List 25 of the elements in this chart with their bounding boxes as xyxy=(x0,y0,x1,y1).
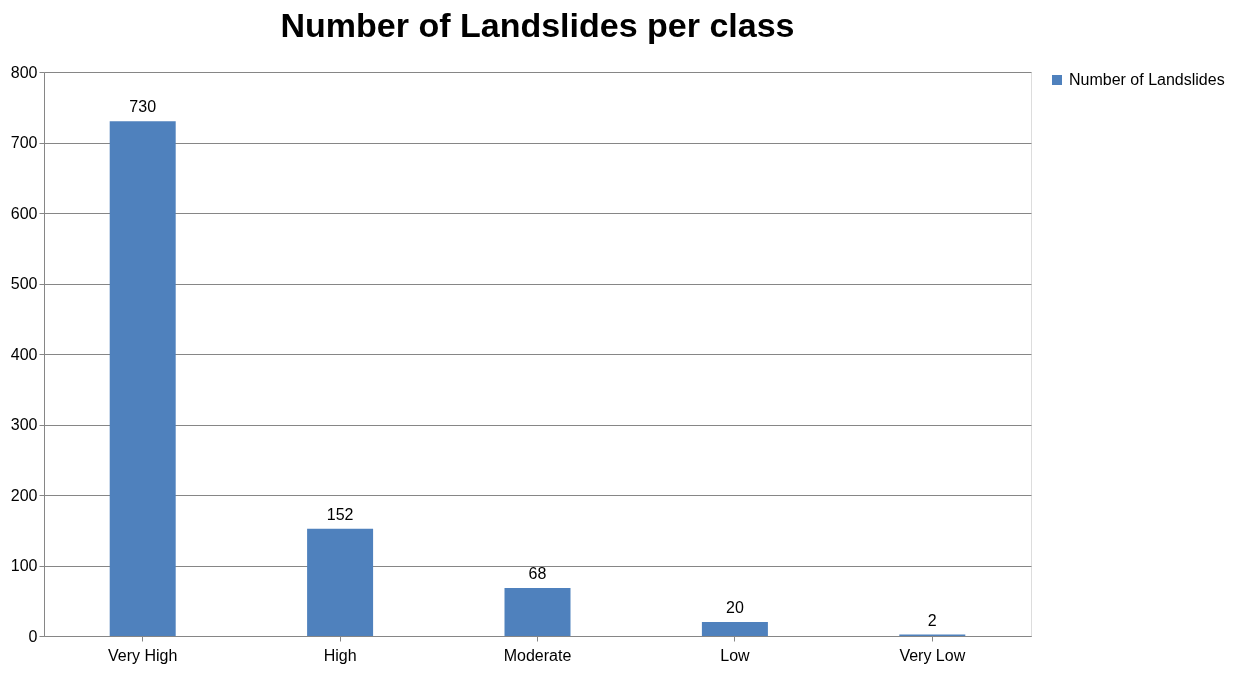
data-label: 2 xyxy=(927,611,937,629)
data-label: 152 xyxy=(326,505,354,523)
chart-title: Number of Landslides per class xyxy=(280,6,795,44)
x-tick-label: Moderate xyxy=(503,646,572,664)
data-label: 20 xyxy=(726,598,744,616)
y-tick-label: 100 xyxy=(10,557,38,574)
bar xyxy=(307,528,374,636)
y-tick-label: 300 xyxy=(10,416,38,433)
y-tick-label: 600 xyxy=(10,204,38,222)
y-tick-label: 800 xyxy=(10,63,38,81)
legend-label: Number of Landslides xyxy=(1069,71,1225,88)
x-tick-label: Very High xyxy=(108,646,178,664)
x-tick-label: High xyxy=(323,646,357,664)
x-tick-label: Low xyxy=(720,646,751,664)
data-label: 730 xyxy=(129,98,157,116)
y-tick-label: 400 xyxy=(10,345,38,363)
data-label: 68 xyxy=(528,565,547,583)
y-tick-label: 500 xyxy=(10,275,38,292)
y-tick-label: 0 xyxy=(28,627,38,645)
y-tick-label: 200 xyxy=(10,486,38,504)
bar xyxy=(701,621,768,636)
x-tick-label: Very Low xyxy=(899,646,966,664)
bar xyxy=(109,121,176,636)
y-tick-label: 700 xyxy=(10,134,38,151)
bar xyxy=(504,588,571,636)
